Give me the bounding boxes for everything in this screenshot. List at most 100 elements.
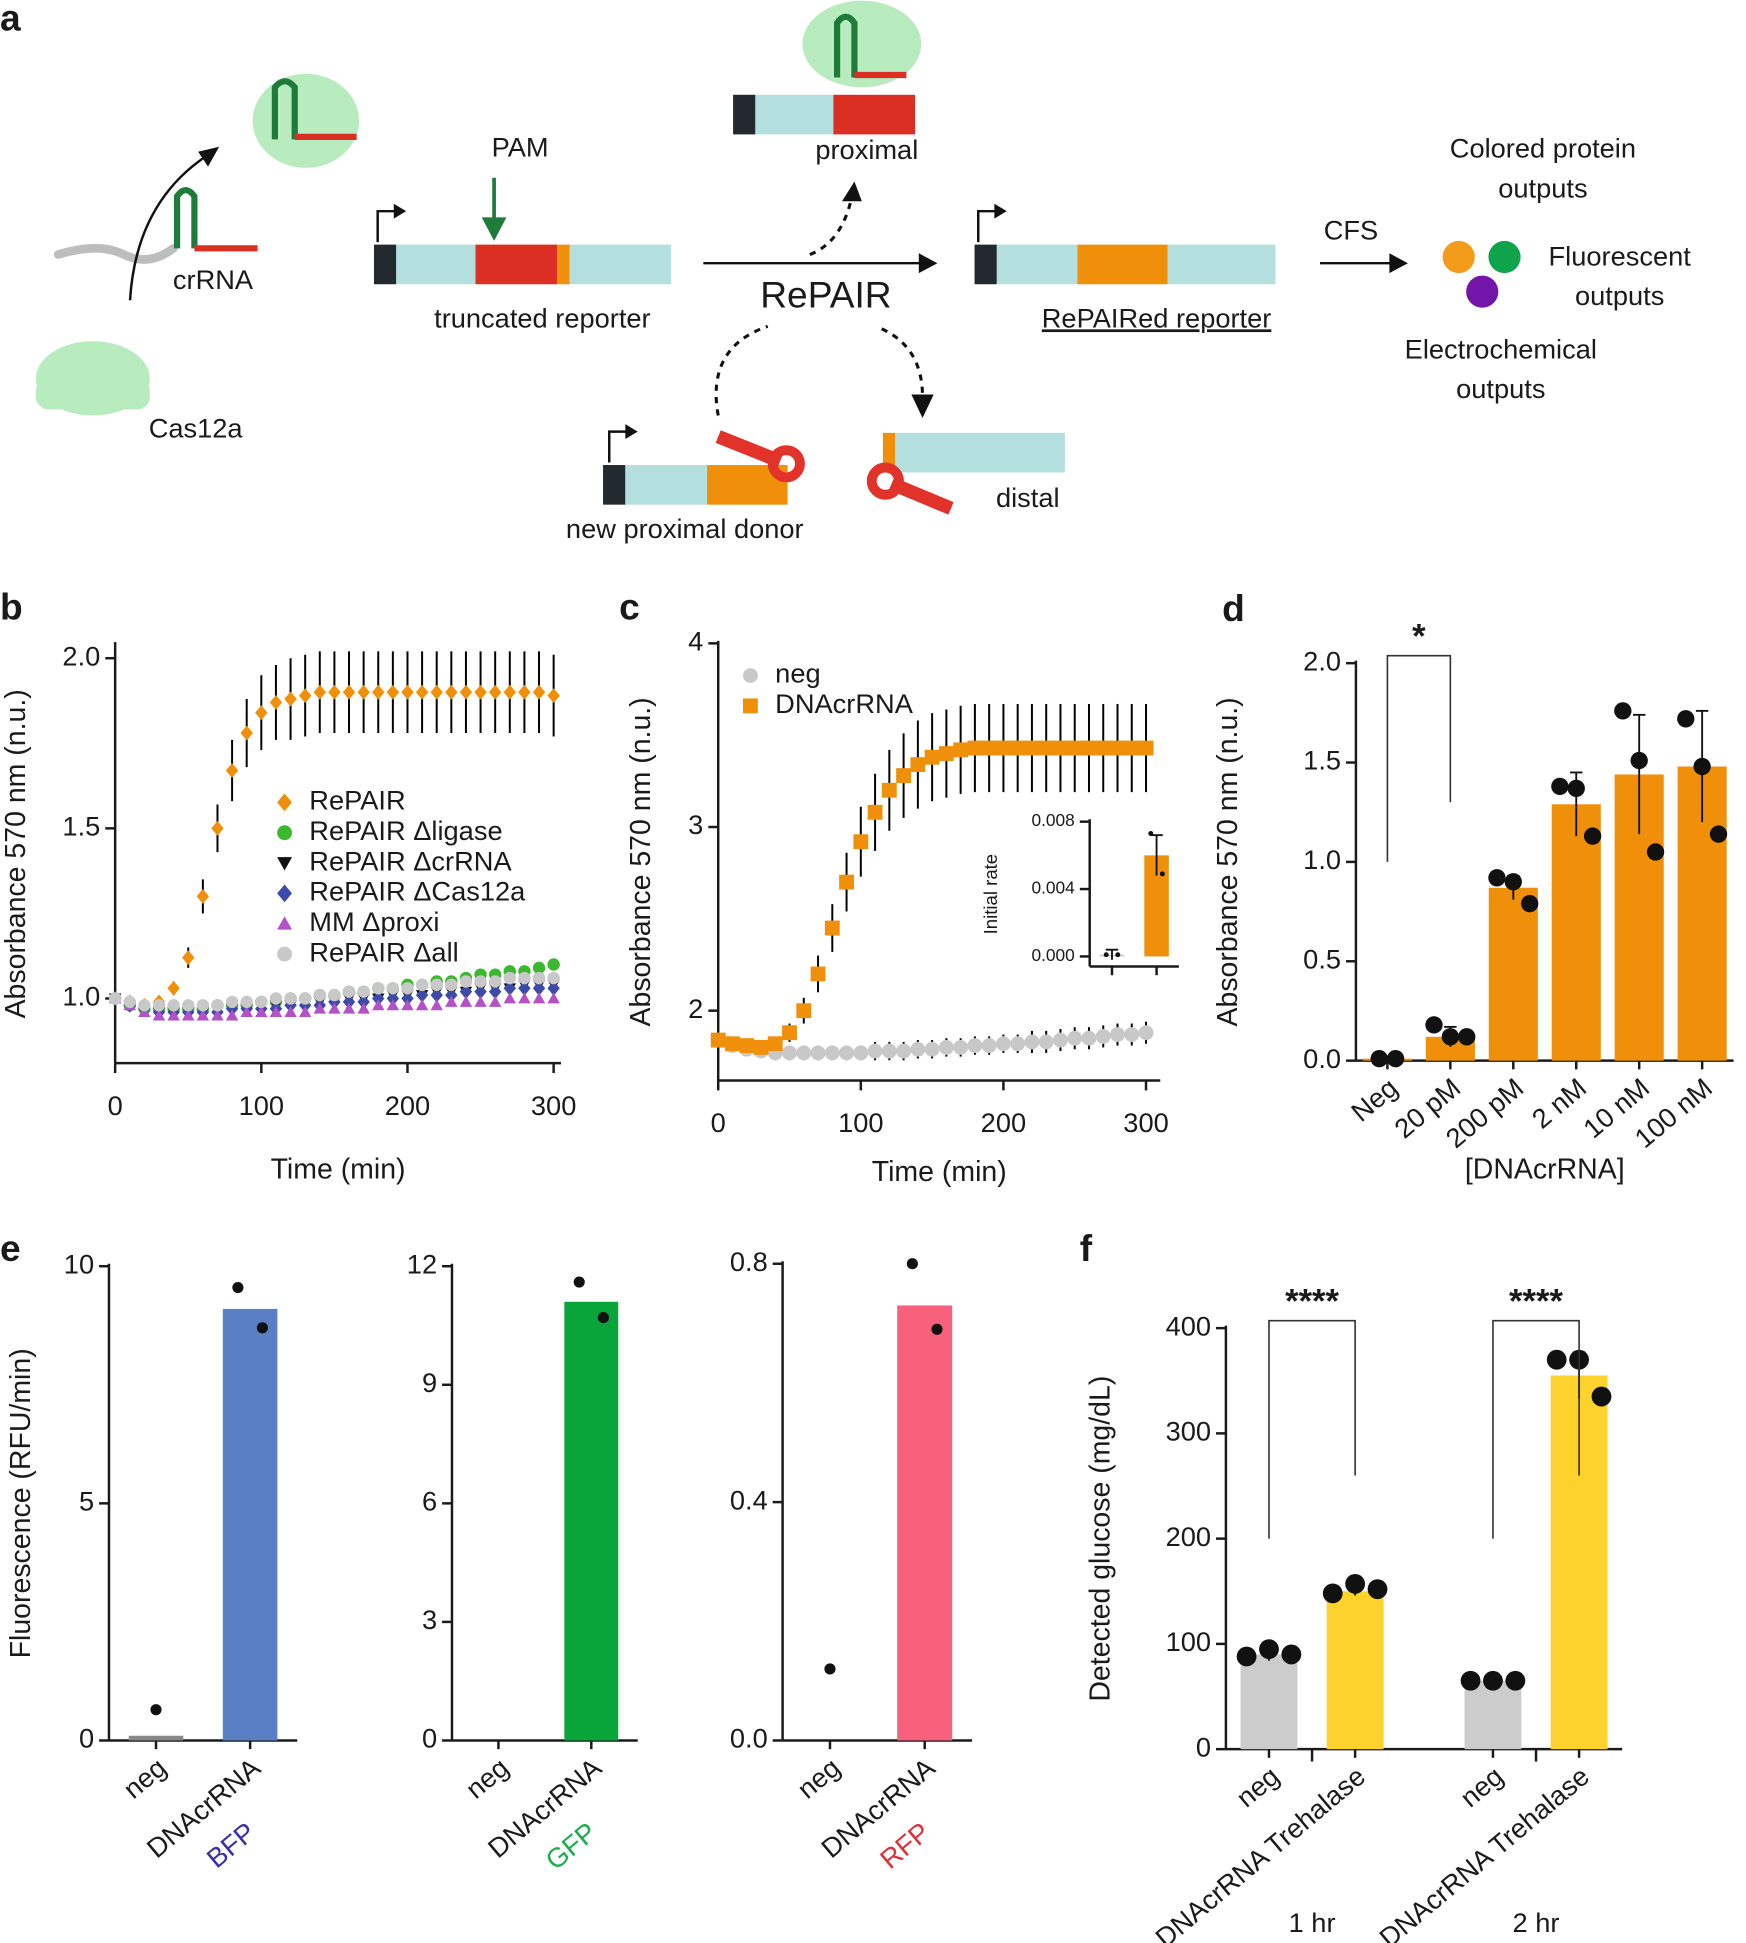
marker — [138, 999, 151, 1012]
arrowhead — [918, 253, 938, 274]
marker — [503, 992, 516, 1004]
y-tick-label: 300 — [1166, 1416, 1211, 1447]
marker — [240, 725, 253, 741]
y-tick-label: 400 — [1166, 1310, 1211, 1341]
data-point — [1259, 1639, 1279, 1660]
y-tick-label: 0.5 — [1303, 943, 1341, 974]
marker — [782, 1025, 797, 1041]
label: CFS — [1324, 214, 1378, 245]
segment — [755, 94, 834, 135]
marker — [328, 988, 341, 1002]
marker — [474, 995, 487, 1007]
label: Electrochemical — [1405, 333, 1597, 364]
bar — [1240, 1654, 1298, 1750]
panel-label: b — [0, 586, 23, 628]
data-point — [1458, 1028, 1476, 1046]
y-tick-label: 1.5 — [62, 811, 100, 842]
marker — [415, 987, 429, 1003]
data-point — [1709, 825, 1728, 843]
marker — [342, 985, 356, 998]
promoter — [376, 209, 399, 243]
significance-label: **** — [1285, 1283, 1339, 1321]
marker — [386, 982, 400, 995]
y-tick-label: 3 — [422, 1604, 437, 1635]
bar — [222, 1308, 278, 1741]
marker — [1081, 1030, 1097, 1046]
data-point — [1281, 1644, 1302, 1665]
legend-label: neg — [775, 658, 820, 689]
panel-label: e — [0, 1227, 21, 1269]
marker — [839, 874, 854, 890]
data-point — [1583, 827, 1602, 845]
significance-bracket — [1492, 1319, 1580, 1539]
marker — [488, 995, 502, 1007]
marker — [967, 740, 983, 756]
arrowhead — [625, 424, 638, 440]
data-point — [1460, 1670, 1481, 1691]
wrench — [866, 462, 904, 500]
marker — [255, 705, 268, 721]
marker — [284, 691, 297, 707]
x-tick-label: neg — [1454, 1760, 1509, 1813]
y-axis-label: Detected glucose (mg/dL) — [1085, 1376, 1117, 1702]
data-point — [1103, 952, 1109, 958]
marker — [547, 980, 560, 996]
marker — [415, 978, 429, 992]
data-point — [1693, 757, 1711, 776]
bar — [897, 1305, 953, 1741]
segment — [733, 94, 756, 135]
label: new proximal donor — [566, 513, 804, 544]
dashed-arrow — [809, 195, 854, 256]
legend-marker — [277, 884, 292, 903]
x-axis-label: [DNAcrRNA] — [1465, 1153, 1625, 1185]
marker — [357, 684, 370, 700]
marker — [824, 1045, 840, 1061]
significance-label: **** — [1509, 1283, 1563, 1321]
x-axis-label: Time (min) — [872, 1156, 1007, 1188]
label: RePAIR — [760, 274, 891, 316]
marker — [503, 684, 516, 700]
marker — [196, 1009, 210, 1021]
marker — [981, 740, 997, 756]
y-tick-label: 0.000 — [1031, 945, 1074, 965]
data-point — [906, 1258, 918, 1270]
x-tick-label: neg — [791, 1752, 846, 1805]
data-point — [573, 1276, 585, 1288]
y-tick-label: 0.008 — [1031, 810, 1074, 830]
y-axis-label: Absorbance 570 nm (n.u.) — [625, 697, 657, 1026]
marker — [284, 1005, 297, 1018]
marker — [518, 992, 531, 1004]
segment — [373, 244, 397, 285]
panel-label: f — [1080, 1227, 1093, 1269]
y-tick-label: 3 — [688, 809, 703, 840]
marker — [196, 888, 210, 904]
legend-marker — [277, 857, 292, 871]
data-point — [1504, 873, 1522, 891]
marker — [839, 1045, 854, 1061]
dashed-arrow — [714, 324, 769, 416]
marker — [503, 980, 516, 996]
legend-label: RePAIR — [309, 785, 405, 816]
marker — [152, 1009, 166, 1021]
data-point — [1322, 1583, 1343, 1604]
data-point — [597, 1312, 609, 1324]
x-tick-label: 100 — [239, 1090, 284, 1121]
marker — [459, 684, 473, 700]
marker — [532, 971, 546, 985]
bar — [564, 1301, 619, 1741]
segment — [996, 244, 1078, 285]
marker — [739, 1038, 755, 1054]
marker — [710, 1032, 726, 1048]
marker — [953, 1039, 969, 1055]
marker — [1095, 1028, 1111, 1044]
hairpin — [173, 187, 198, 249]
data-point — [1148, 830, 1154, 836]
marker — [123, 995, 136, 1009]
data-point — [256, 1322, 268, 1334]
marker — [518, 980, 531, 996]
output-dot — [1466, 275, 1499, 308]
x-tick-label: 300 — [1123, 1107, 1168, 1138]
x-tick-label: 300 — [531, 1090, 576, 1121]
marker — [1067, 740, 1083, 756]
